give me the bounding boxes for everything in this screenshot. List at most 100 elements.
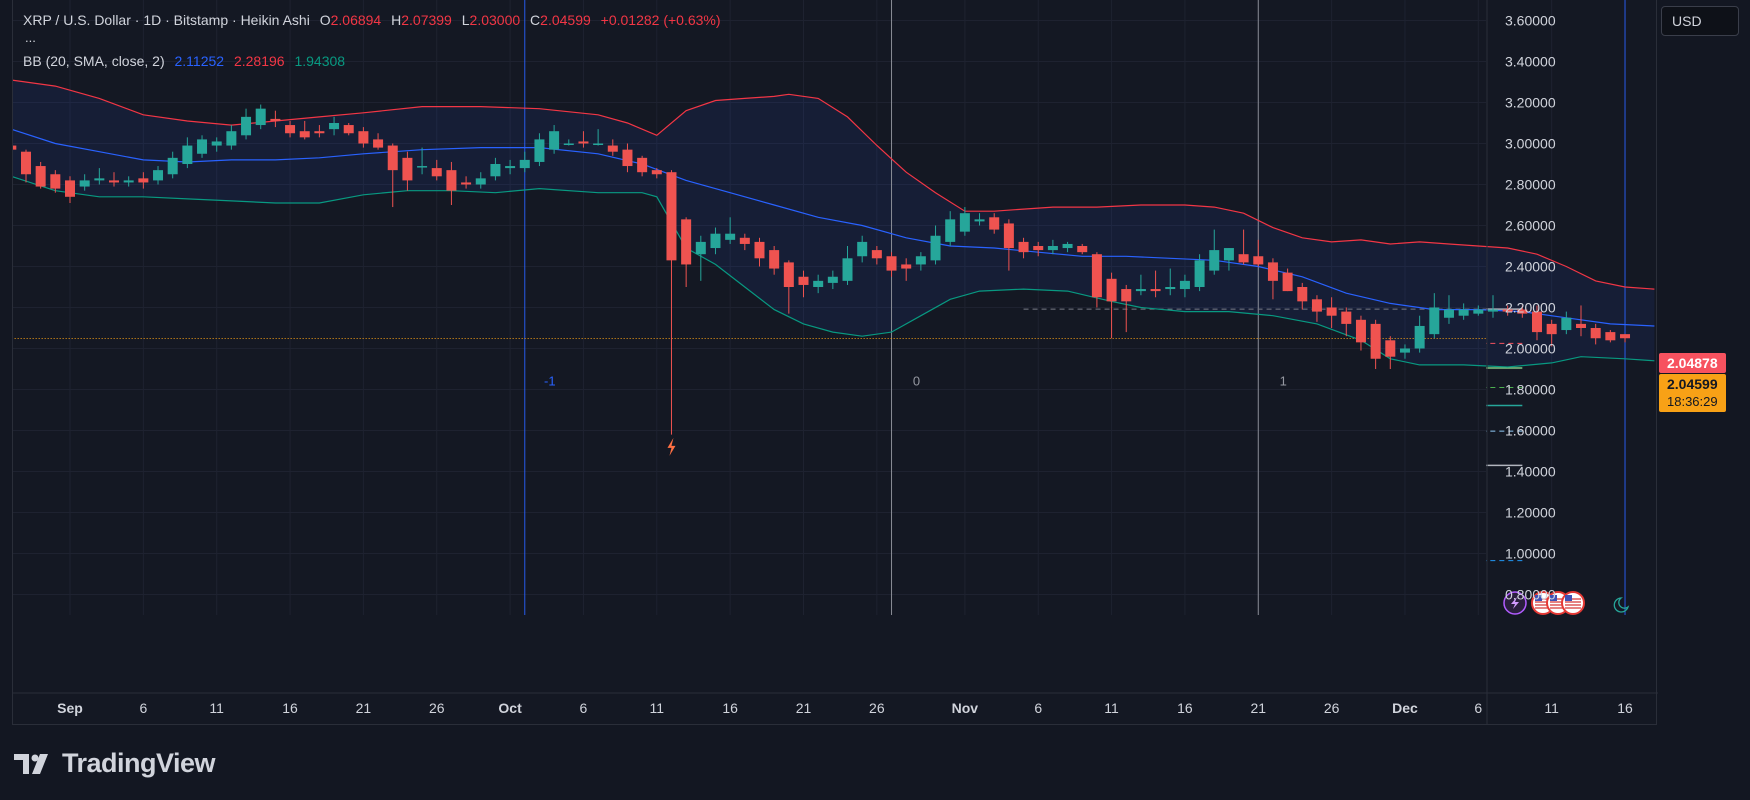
candle[interactable] [1033, 246, 1044, 251]
candle[interactable] [417, 166, 428, 168]
candle[interactable] [1091, 254, 1102, 298]
candle[interactable] [373, 139, 384, 148]
candle[interactable] [1458, 309, 1469, 316]
candle[interactable] [446, 170, 457, 191]
candle[interactable] [1179, 280, 1190, 290]
candle[interactable] [138, 178, 149, 183]
candle[interactable] [871, 250, 882, 259]
candle[interactable] [182, 145, 193, 164]
bollinger-legend[interactable]: BB (20, SMA, close, 2) 2.11252 2.28196 1… [23, 53, 351, 69]
candle[interactable] [387, 145, 398, 171]
candle[interactable] [1590, 328, 1601, 339]
candle[interactable] [1047, 246, 1058, 251]
candle[interactable] [1311, 299, 1322, 312]
candle[interactable] [329, 123, 340, 130]
candle[interactable] [505, 166, 516, 169]
candle[interactable] [109, 180, 120, 183]
candle[interactable] [915, 256, 926, 265]
candle[interactable] [1194, 260, 1205, 287]
candle[interactable] [1473, 309, 1484, 314]
candle[interactable] [1517, 309, 1528, 314]
candle[interactable] [197, 139, 208, 154]
candle[interactable] [1077, 246, 1088, 253]
candle[interactable] [857, 241, 868, 257]
candle[interactable] [1209, 250, 1220, 271]
footer-brand[interactable]: TradingView [14, 748, 216, 779]
candle[interactable] [1561, 317, 1572, 331]
candle[interactable] [827, 276, 838, 283]
candle[interactable] [681, 219, 692, 265]
candle[interactable] [285, 125, 296, 134]
chart-frame[interactable]: -1 0 1 3.60000 3.40000 3.20000 3.00000 2.80000 2… [12, 0, 1658, 725]
candle[interactable] [754, 241, 765, 259]
candle[interactable] [1018, 241, 1029, 253]
candle[interactable] [607, 145, 618, 152]
candle[interactable] [1546, 323, 1557, 335]
candle[interactable] [666, 172, 677, 261]
candle[interactable] [1532, 311, 1542, 333]
candle[interactable] [534, 139, 545, 162]
candle[interactable] [739, 237, 750, 244]
candle[interactable] [123, 180, 134, 183]
candle[interactable] [578, 141, 589, 144]
candle[interactable] [153, 170, 164, 181]
candle[interactable] [226, 131, 237, 146]
candle[interactable] [1399, 348, 1410, 353]
candle[interactable] [490, 164, 501, 177]
candle[interactable] [842, 258, 853, 281]
candle[interactable] [79, 180, 90, 187]
candle[interactable] [959, 213, 970, 232]
candle[interactable] [1223, 248, 1234, 261]
candle[interactable] [563, 143, 574, 146]
candle[interactable] [358, 131, 369, 144]
candle[interactable] [402, 157, 413, 181]
candle[interactable] [343, 125, 354, 134]
candle[interactable] [989, 217, 1000, 230]
currency-button[interactable]: USD [1661, 6, 1739, 36]
candle[interactable] [167, 157, 178, 175]
candle[interactable] [1238, 254, 1249, 263]
candle[interactable] [813, 280, 824, 287]
candle[interactable] [695, 241, 706, 255]
candle[interactable] [622, 149, 633, 167]
candle[interactable] [549, 131, 560, 150]
bollinger-basis-line[interactable] [13, 129, 1655, 327]
candle[interactable] [651, 170, 662, 175]
candle[interactable] [1443, 309, 1454, 318]
candle[interactable] [1326, 307, 1337, 316]
candle[interactable] [211, 141, 222, 146]
candle[interactable] [461, 182, 472, 185]
candle[interactable] [241, 116, 252, 136]
candle[interactable] [431, 168, 442, 177]
candle[interactable] [1355, 319, 1366, 343]
candle[interactable] [725, 233, 736, 240]
candle[interactable] [1150, 289, 1161, 292]
candle[interactable] [945, 219, 956, 242]
candle[interactable] [1282, 272, 1293, 292]
candle[interactable] [1385, 340, 1396, 357]
candle[interactable] [798, 276, 809, 285]
candle[interactable] [974, 219, 985, 222]
candle[interactable] [1253, 256, 1264, 265]
candle[interactable] [35, 166, 46, 187]
candle[interactable] [255, 108, 266, 126]
candle[interactable] [769, 250, 780, 269]
candle[interactable] [1429, 307, 1440, 335]
candle[interactable] [710, 233, 721, 249]
candle[interactable] [1297, 287, 1308, 302]
candle[interactable] [314, 131, 325, 134]
bollinger-upper-line[interactable] [13, 79, 1655, 290]
flash-icon[interactable] [667, 437, 676, 456]
candle[interactable] [1106, 278, 1117, 302]
candle[interactable] [593, 143, 604, 146]
candle[interactable] [1267, 262, 1278, 281]
candle[interactable] [1576, 323, 1587, 328]
candle[interactable] [637, 157, 648, 173]
candle[interactable] [1341, 311, 1352, 324]
candle[interactable] [783, 262, 794, 287]
more-indicators-dots[interactable]: ... [25, 30, 36, 45]
price-chart[interactable]: -1 0 1 3.60000 3.40000 3.20000 3.00000 2.80000 2… [13, 0, 1658, 725]
candle[interactable] [475, 178, 486, 185]
moon-icon[interactable] [1613, 597, 1630, 613]
candle[interactable] [1135, 289, 1146, 292]
